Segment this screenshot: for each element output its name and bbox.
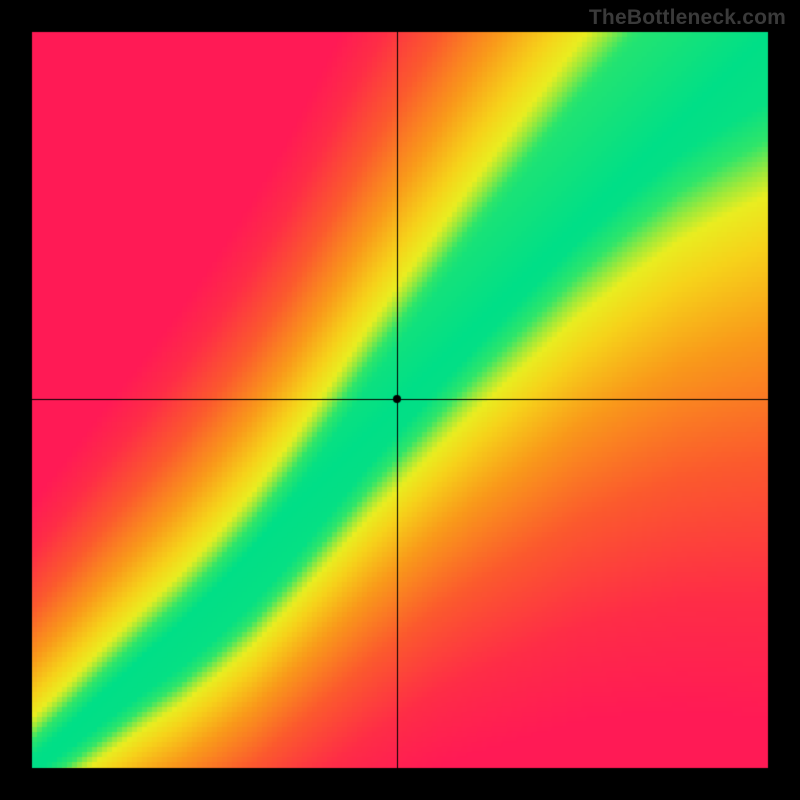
watermark-text: TheBottleneck.com [589, 6, 786, 30]
heatmap-canvas [0, 0, 800, 800]
chart-container: TheBottleneck.com [0, 0, 800, 800]
